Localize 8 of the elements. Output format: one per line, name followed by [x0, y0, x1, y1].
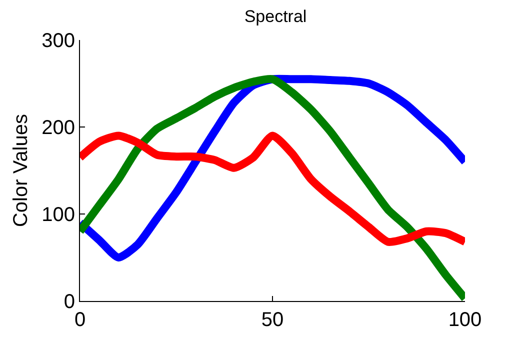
x-tick-label: 100	[448, 309, 482, 331]
y-tick-label: 200	[42, 117, 75, 139]
chart-title: Spectral	[244, 7, 307, 26]
x-tick-label: 50	[261, 309, 284, 331]
y-tick-label: 300	[42, 30, 75, 52]
y-axis-title: Color Values	[10, 114, 32, 228]
y-tick-label: 0	[64, 291, 75, 313]
y-tick-label: 100	[42, 204, 75, 226]
